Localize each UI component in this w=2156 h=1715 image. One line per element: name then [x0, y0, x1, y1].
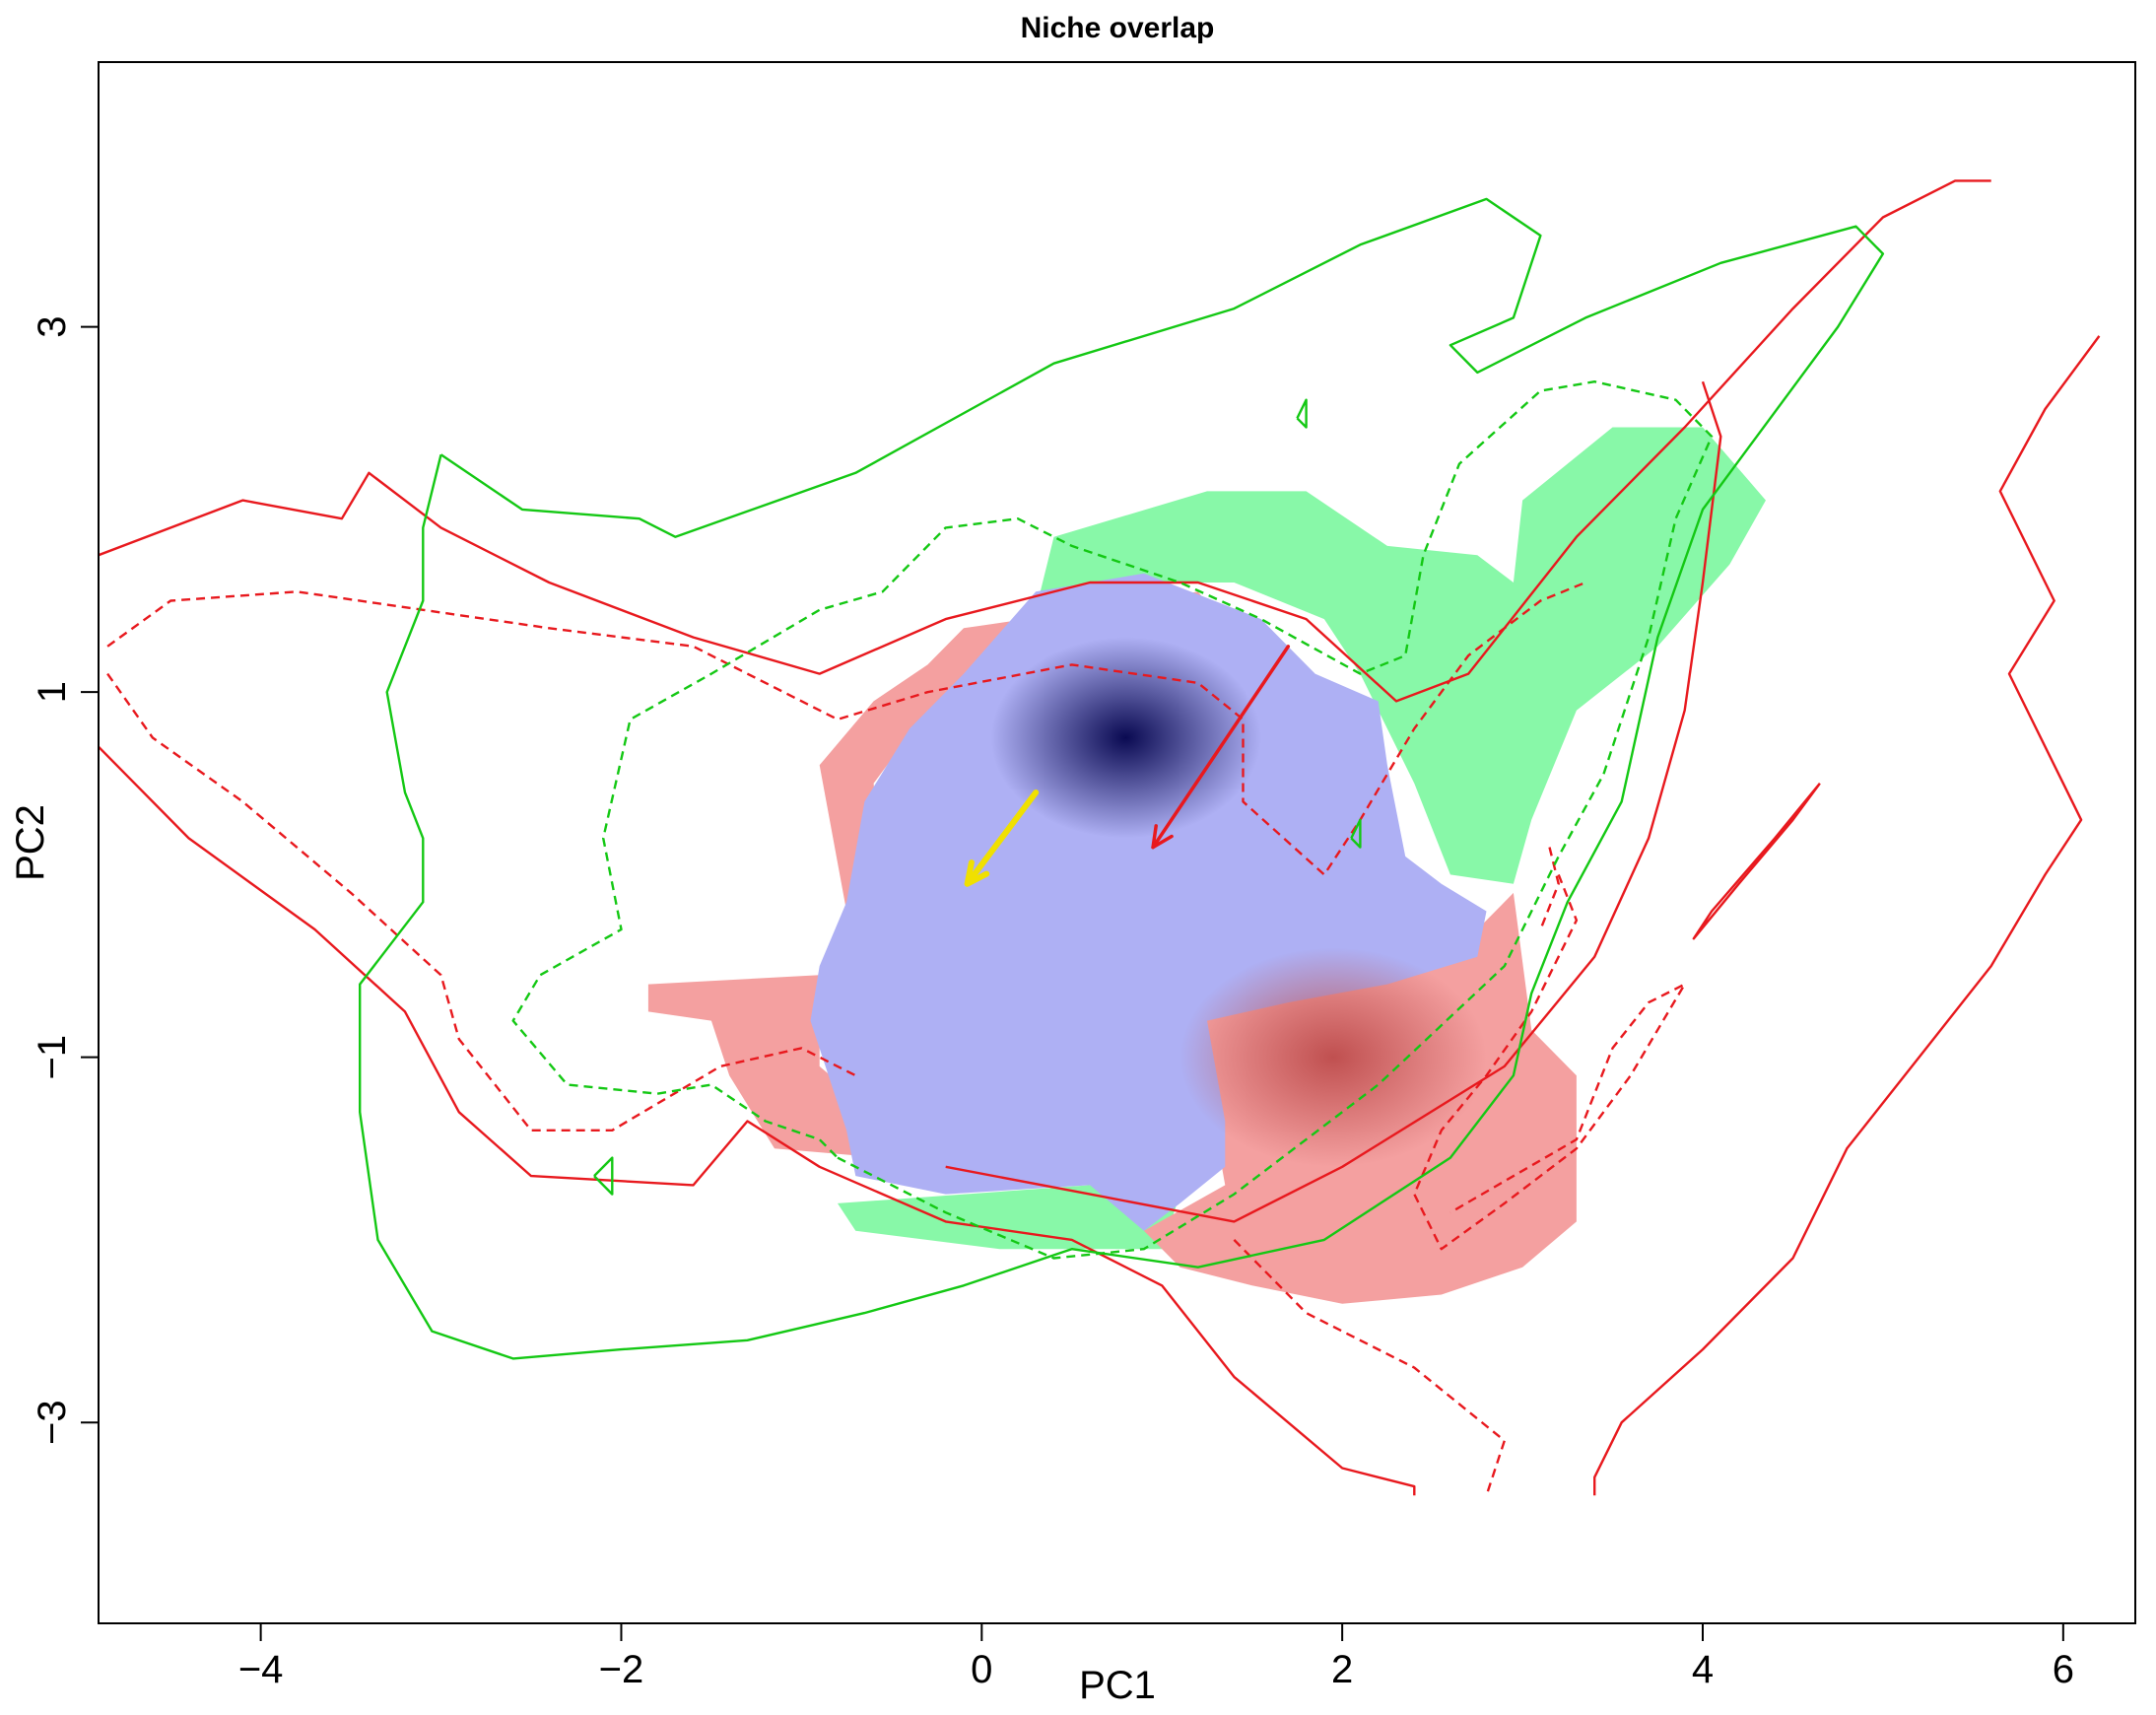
- regions-layer: [647, 427, 1766, 1304]
- region-red-only-2: [819, 591, 1235, 912]
- contour-line-dashed-1-3: [1413, 873, 1686, 1251]
- x-tick-label: 4: [1692, 1648, 1714, 1691]
- y-axis: −3 −1 1 3: [31, 316, 100, 1445]
- region-overlap-5: [810, 573, 1487, 1231]
- x-tick-label: 2: [1331, 1648, 1353, 1691]
- region-red-only-3: [647, 975, 883, 1158]
- x-axis-title: PC1: [1079, 1664, 1156, 1707]
- x-tick-label: −4: [238, 1648, 284, 1691]
- arrow-head-0: [964, 859, 990, 887]
- arrows-layer: [964, 645, 1291, 887]
- density-peak-red-only: [1179, 947, 1487, 1167]
- contour-line-solid-0-4: [1692, 783, 1821, 940]
- contour-line-solid-0-2: [945, 380, 1722, 1223]
- x-tick-label: 6: [2053, 1648, 2074, 1691]
- contour-line-dashed-1-4: [1539, 847, 1560, 930]
- contour-line-solid-2-2: [1350, 818, 1362, 849]
- y-tick-label: 3: [31, 316, 74, 338]
- contour-line-solid-2-1: [1296, 398, 1308, 429]
- y-tick-label: −3: [31, 1400, 74, 1445]
- x-axis: −4 −2 0 2 4 6: [238, 1622, 2074, 1691]
- contour-line-dashed-1-1: [106, 672, 856, 1132]
- chart-title: Niche overlap: [1021, 12, 1215, 44]
- y-axis-title: PC2: [9, 804, 52, 881]
- contour-line-solid-0-0: [99, 179, 1991, 703]
- contour-line-solid-0-1: [99, 745, 1416, 1496]
- x-tick-label: 0: [971, 1648, 992, 1691]
- plot-area: [99, 179, 2101, 1496]
- arrow-shaft-0: [964, 789, 1040, 887]
- x-tick-label: −2: [599, 1648, 644, 1691]
- contour-line-solid-2-0: [359, 197, 1885, 1360]
- contour-line-dashed-1-2: [1233, 1239, 1506, 1496]
- contour-line-solid-2-3: [593, 1156, 614, 1196]
- y-tick-label: −1: [31, 1035, 74, 1080]
- arrow-head-1: [1151, 824, 1174, 850]
- contour-line-dashed-1-0: [106, 581, 1586, 876]
- arrow-shaft-1: [1151, 645, 1291, 850]
- density-peak-overlap: [990, 637, 1261, 839]
- contour-line-solid-0-3: [1593, 335, 2101, 1496]
- region-green-only-0: [1036, 427, 1766, 884]
- contour-lines-layer: [99, 179, 2101, 1496]
- y-tick-label: 1: [31, 681, 74, 703]
